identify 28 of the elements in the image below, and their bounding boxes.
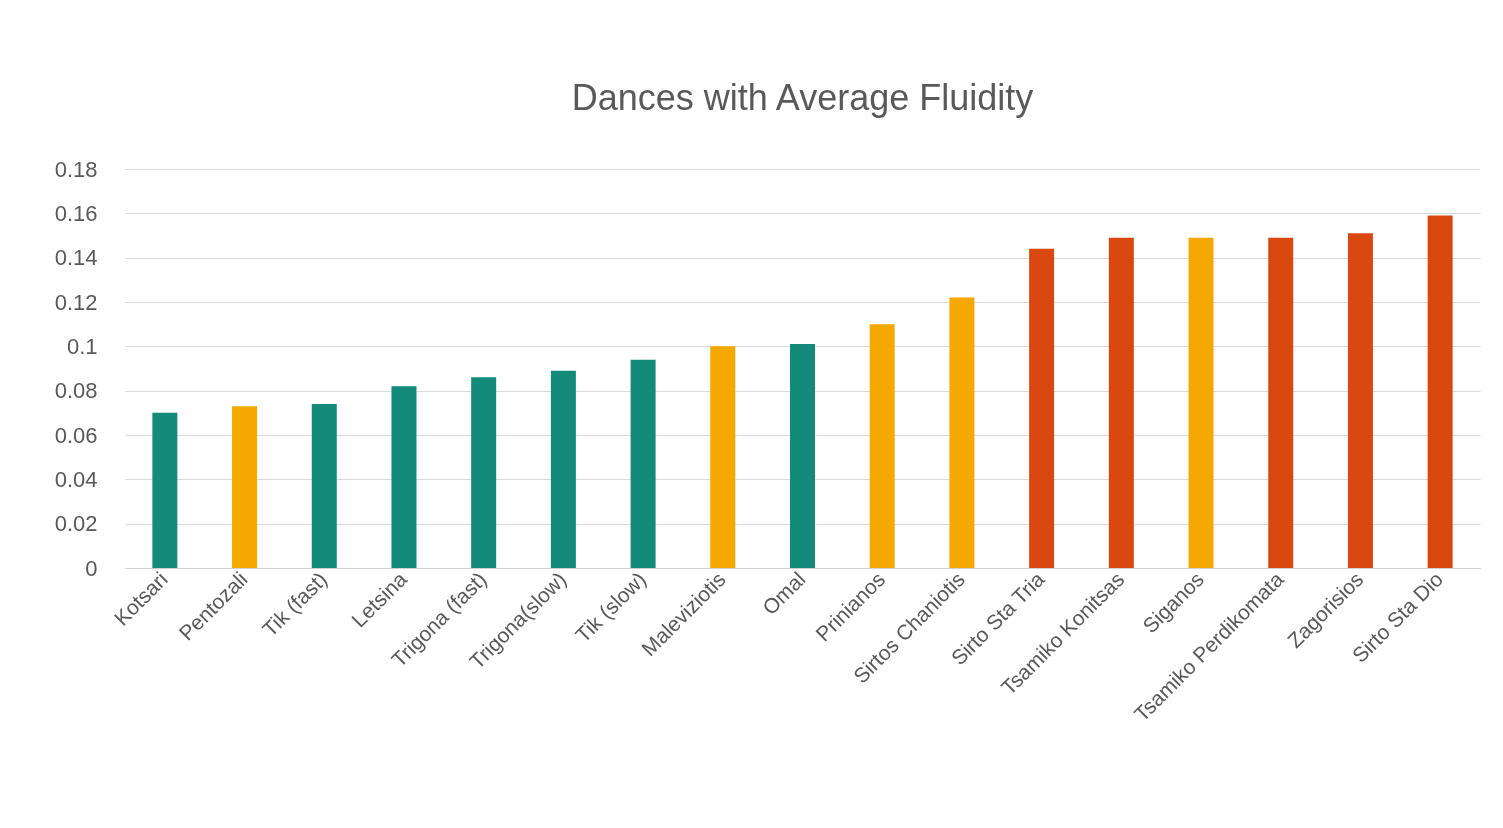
bar <box>1108 237 1134 568</box>
bar <box>710 346 736 568</box>
y-tick-label: 0.16 <box>54 200 98 226</box>
bar <box>391 386 417 568</box>
bar <box>311 403 337 568</box>
bar <box>232 406 258 568</box>
bar <box>550 370 576 568</box>
bar <box>1427 215 1453 568</box>
y-tick-label: 0 <box>85 555 98 581</box>
bar <box>1347 233 1373 568</box>
bar <box>152 412 178 568</box>
y-tick-label: 0.02 <box>54 511 98 537</box>
bar <box>630 359 656 568</box>
bar <box>790 344 815 568</box>
y-tick-label: 0.08 <box>54 378 98 404</box>
y-tick-label: 0.14 <box>54 245 98 271</box>
bar <box>869 324 895 568</box>
bar <box>949 297 975 568</box>
bar <box>471 377 497 568</box>
bar <box>1188 237 1214 568</box>
bar <box>1029 248 1055 568</box>
chart-title: Dances with Average Fluidity <box>571 77 1034 118</box>
y-tick-label: 0.04 <box>54 466 98 492</box>
bar <box>1268 237 1294 568</box>
y-tick-label: 0.06 <box>54 422 98 448</box>
y-tick-label: 0.18 <box>54 156 98 182</box>
y-tick-label: 0.1 <box>66 333 98 359</box>
y-tick-label: 0.12 <box>54 289 98 315</box>
